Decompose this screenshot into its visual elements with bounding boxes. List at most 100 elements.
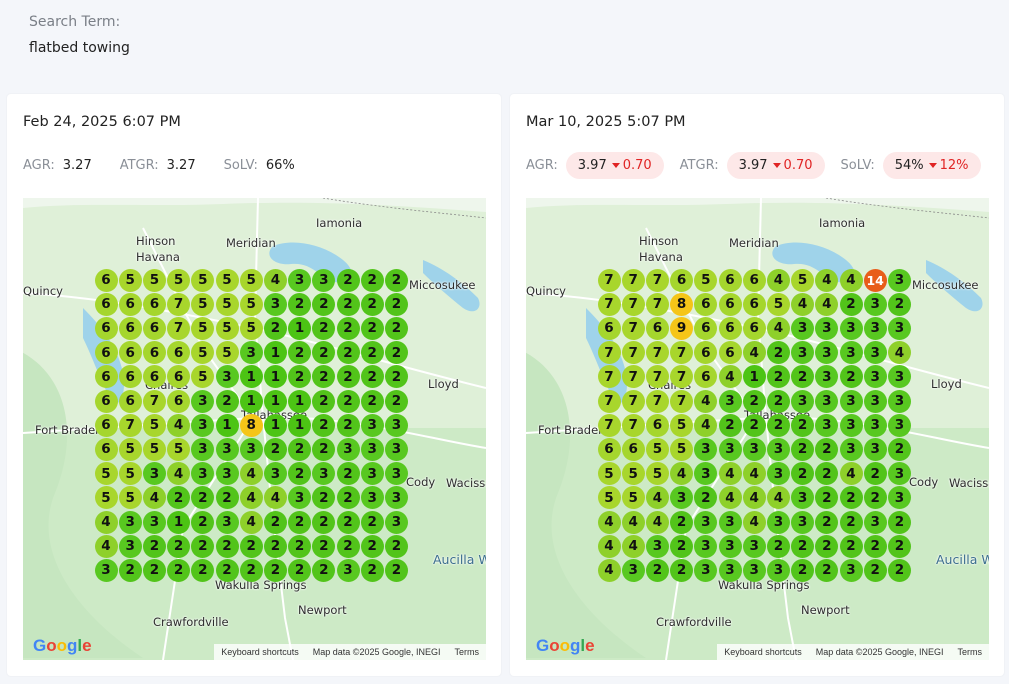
rank-pin[interactable]: 2 <box>384 341 408 365</box>
rank-pin[interactable]: 2 <box>191 534 215 558</box>
rank-pin[interactable]: 3 <box>142 462 166 486</box>
rank-pin[interactable]: 2 <box>863 558 887 582</box>
rank-pin[interactable]: 2 <box>336 510 360 534</box>
rank-pin[interactable]: 6 <box>142 341 166 365</box>
rank-pin[interactable]: 3 <box>839 437 863 461</box>
rank-pin[interactable]: 2 <box>839 510 863 534</box>
rank-pin[interactable]: 4 <box>791 292 815 316</box>
rank-pin[interactable]: 3 <box>239 341 263 365</box>
rank-pin[interactable]: 4 <box>815 268 839 292</box>
rank-pin[interactable]: 7 <box>167 292 191 316</box>
rank-pin[interactable]: 2 <box>215 534 239 558</box>
rank-pin[interactable]: 2 <box>384 268 408 292</box>
rank-pin[interactable]: 7 <box>597 268 621 292</box>
rank-pin[interactable]: 6 <box>645 316 669 340</box>
rank-pin[interactable]: 3 <box>718 534 742 558</box>
rank-pin[interactable]: 2 <box>766 341 790 365</box>
rank-pin[interactable]: 2 <box>887 510 911 534</box>
rank-pin[interactable]: 2 <box>766 389 790 413</box>
rank-pin[interactable]: 3 <box>887 462 911 486</box>
rank-pin[interactable]: 2 <box>312 292 336 316</box>
rank-pin[interactable]: 5 <box>191 365 215 389</box>
rank-pin[interactable]: 4 <box>94 510 118 534</box>
rank-pin[interactable]: 2 <box>887 534 911 558</box>
rank-pin[interactable]: 1 <box>288 316 312 340</box>
rank-pin[interactable]: 2 <box>815 486 839 510</box>
rank-pin[interactable]: 5 <box>118 486 142 510</box>
rank-pin[interactable]: 7 <box>645 341 669 365</box>
rank-pin[interactable]: 3 <box>239 437 263 461</box>
rank-pin[interactable]: 5 <box>118 437 142 461</box>
rank-pin[interactable]: 2 <box>263 534 287 558</box>
rank-pin[interactable]: 5 <box>791 268 815 292</box>
rank-pin[interactable]: 3 <box>863 510 887 534</box>
rank-pin[interactable]: 6 <box>167 341 191 365</box>
rank-pin[interactable]: 4 <box>766 486 790 510</box>
rank-pin[interactable]: 2 <box>288 534 312 558</box>
rank-pin[interactable]: 4 <box>645 486 669 510</box>
rank-pin[interactable]: 5 <box>597 462 621 486</box>
rank-pin[interactable]: 3 <box>839 413 863 437</box>
rank-pin[interactable]: 4 <box>694 413 718 437</box>
rank-pin[interactable]: 2 <box>670 510 694 534</box>
rank-pin[interactable]: 5 <box>191 341 215 365</box>
rank-pin[interactable]: 5 <box>142 437 166 461</box>
rank-pin[interactable]: 6 <box>597 316 621 340</box>
rank-pin[interactable]: 3 <box>336 437 360 461</box>
rank-pin[interactable]: 3 <box>621 558 645 582</box>
rank-pin[interactable]: 4 <box>239 462 263 486</box>
rank-pin[interactable]: 6 <box>167 389 191 413</box>
rank-pin[interactable]: 3 <box>215 510 239 534</box>
rank-pin[interactable]: 6 <box>94 292 118 316</box>
rank-pin[interactable]: 5 <box>191 268 215 292</box>
rank-pin[interactable]: 4 <box>718 365 742 389</box>
rank-pin[interactable]: 3 <box>887 389 911 413</box>
rank-pin[interactable]: 5 <box>215 341 239 365</box>
rank-pin[interactable]: 2 <box>336 365 360 389</box>
rank-pin[interactable]: 4 <box>742 341 766 365</box>
rank-pin[interactable]: 2 <box>312 510 336 534</box>
rank-pin[interactable]: 2 <box>360 365 384 389</box>
rank-pin[interactable]: 14 <box>863 268 887 292</box>
rank-pin[interactable]: 3 <box>887 413 911 437</box>
rank-pin[interactable]: 5 <box>215 292 239 316</box>
rank-pin[interactable]: 4 <box>766 316 790 340</box>
rank-pin[interactable]: 3 <box>863 292 887 316</box>
rank-pin[interactable]: 2 <box>263 437 287 461</box>
rank-pin[interactable]: 3 <box>215 365 239 389</box>
rank-pin[interactable]: 3 <box>670 486 694 510</box>
rank-pin[interactable]: 3 <box>887 316 911 340</box>
rank-pin[interactable]: 2 <box>863 486 887 510</box>
rank-pin[interactable]: 4 <box>839 268 863 292</box>
keyboard-shortcuts-link[interactable]: Keyboard shortcuts <box>724 647 802 657</box>
rank-pin[interactable]: 2 <box>887 292 911 316</box>
rank-pin[interactable]: 2 <box>887 558 911 582</box>
rank-pin[interactable]: 6 <box>621 437 645 461</box>
rank-pin[interactable]: 6 <box>742 292 766 316</box>
rank-pin[interactable]: 3 <box>815 389 839 413</box>
rank-pin[interactable]: 3 <box>766 558 790 582</box>
rank-pin[interactable]: 5 <box>645 462 669 486</box>
rank-pin[interactable]: 1 <box>167 510 191 534</box>
rank-pin[interactable]: 3 <box>839 341 863 365</box>
rank-pin[interactable]: 2 <box>791 462 815 486</box>
rank-pin[interactable]: 3 <box>742 534 766 558</box>
rank-pin[interactable]: 7 <box>118 413 142 437</box>
rank-pin[interactable]: 2 <box>384 389 408 413</box>
rank-pin[interactable]: 7 <box>621 316 645 340</box>
rank-pin[interactable]: 4 <box>597 534 621 558</box>
rank-pin[interactable]: 7 <box>597 365 621 389</box>
rank-pin[interactable]: 2 <box>312 316 336 340</box>
rank-pin[interactable]: 2 <box>288 292 312 316</box>
rank-pin[interactable]: 2 <box>215 389 239 413</box>
rank-pin[interactable]: 2 <box>815 510 839 534</box>
rank-pin[interactable]: 2 <box>645 558 669 582</box>
rank-pin[interactable]: 2 <box>312 437 336 461</box>
rank-pin[interactable]: 6 <box>142 365 166 389</box>
terms-link[interactable]: Terms <box>454 647 480 657</box>
rank-pin[interactable]: 2 <box>766 534 790 558</box>
rank-pin[interactable]: 2 <box>791 437 815 461</box>
rank-pin[interactable]: 3 <box>360 486 384 510</box>
rank-pin[interactable]: 3 <box>863 437 887 461</box>
rank-pin[interactable]: 3 <box>263 462 287 486</box>
